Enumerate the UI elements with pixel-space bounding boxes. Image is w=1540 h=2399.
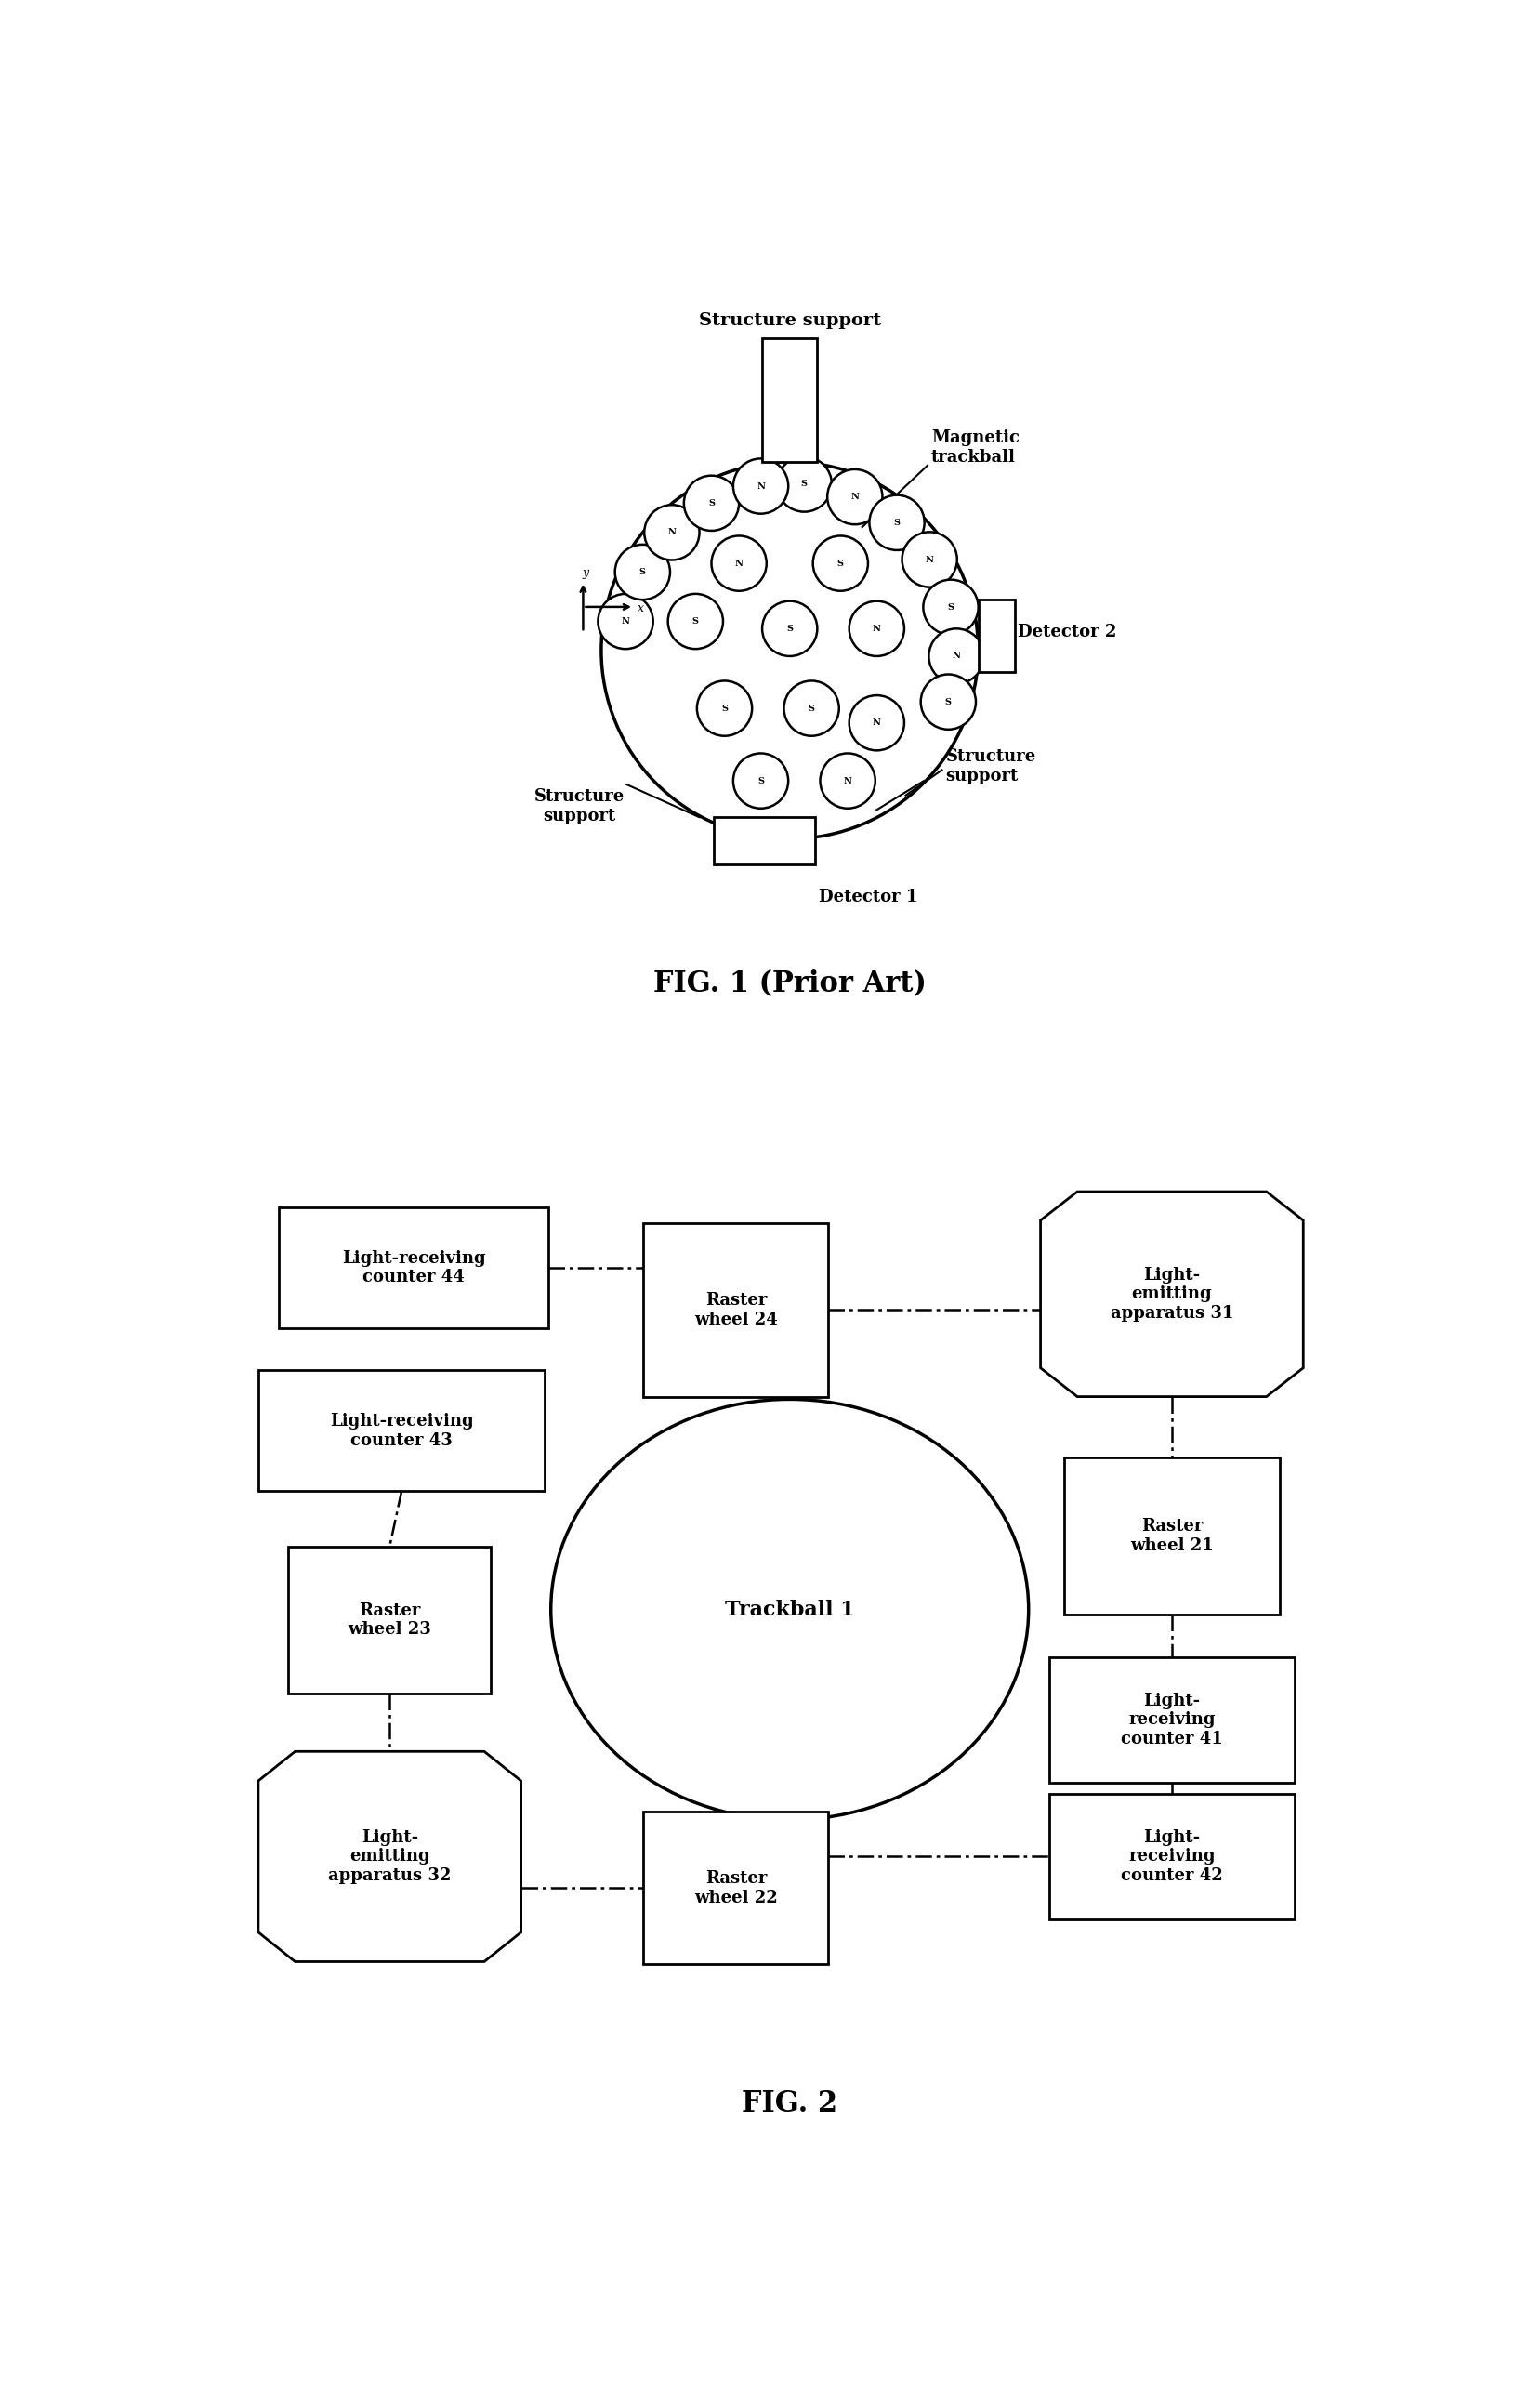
Text: Light-
receiving
counter 42: Light- receiving counter 42 <box>1120 1828 1223 1883</box>
Text: S: S <box>721 705 727 713</box>
Text: Detector 1: Detector 1 <box>818 888 916 904</box>
Circle shape <box>644 504 699 559</box>
Text: S: S <box>708 499 715 506</box>
Circle shape <box>869 494 924 549</box>
Circle shape <box>762 602 816 657</box>
Polygon shape <box>259 1751 521 1962</box>
Circle shape <box>921 674 975 729</box>
Circle shape <box>929 629 984 684</box>
Text: N: N <box>842 777 852 784</box>
Bar <box>259 1370 545 1492</box>
Bar <box>1064 1456 1278 1615</box>
Text: Light-
emitting
apparatus 32: Light- emitting apparatus 32 <box>328 1828 451 1883</box>
Circle shape <box>922 581 978 636</box>
Circle shape <box>733 753 788 808</box>
Circle shape <box>614 545 670 600</box>
Text: N: N <box>872 624 881 633</box>
Text: S: S <box>809 705 815 713</box>
Circle shape <box>667 595 722 648</box>
Circle shape <box>696 681 752 736</box>
Bar <box>644 1223 829 1396</box>
Text: S: S <box>836 559 844 569</box>
Text: S: S <box>639 569 645 576</box>
Text: S: S <box>801 480 807 489</box>
Text: Light-
receiving
counter 41: Light- receiving counter 41 <box>1120 1691 1223 1746</box>
Circle shape <box>849 602 904 657</box>
Text: N: N <box>926 554 933 564</box>
Text: Light-
emitting
apparatus 31: Light- emitting apparatus 31 <box>1110 1267 1232 1322</box>
Bar <box>279 1207 548 1329</box>
Bar <box>762 338 816 463</box>
Text: S: S <box>785 624 793 633</box>
Text: Light-receiving
counter 44: Light-receiving counter 44 <box>342 1250 485 1286</box>
Text: S: S <box>691 617 698 626</box>
Bar <box>1049 1658 1294 1782</box>
Text: FIG. 2: FIG. 2 <box>741 2090 838 2118</box>
Circle shape <box>813 535 867 590</box>
Text: Raster
wheel 21: Raster wheel 21 <box>1129 1519 1214 1555</box>
Polygon shape <box>1040 1192 1303 1396</box>
Text: S: S <box>893 518 899 528</box>
Bar <box>713 818 815 864</box>
Text: Structure
support: Structure support <box>946 748 1035 784</box>
Circle shape <box>598 595 653 650</box>
Text: S: S <box>947 602 953 612</box>
Circle shape <box>776 456 832 511</box>
Text: Structure
support: Structure support <box>534 789 624 825</box>
Text: S: S <box>758 777 764 784</box>
Bar <box>978 600 1013 672</box>
Text: N: N <box>667 528 676 537</box>
Circle shape <box>819 753 875 808</box>
Text: N: N <box>952 653 959 660</box>
Text: N: N <box>756 482 764 489</box>
Text: N: N <box>735 559 742 569</box>
Text: Magnetic
trackball: Magnetic trackball <box>930 429 1019 465</box>
Circle shape <box>733 458 788 513</box>
Text: N: N <box>621 617 630 626</box>
Text: N: N <box>872 720 881 727</box>
Bar <box>1049 1794 1294 1919</box>
Text: Raster
wheel 22: Raster wheel 22 <box>695 1871 778 1907</box>
Text: S: S <box>944 698 952 705</box>
Circle shape <box>601 463 978 840</box>
Circle shape <box>827 470 882 525</box>
Text: Trackball 1: Trackball 1 <box>724 1600 855 1619</box>
Text: Structure support: Structure support <box>698 312 881 329</box>
Text: Light-receiving
counter 43: Light-receiving counter 43 <box>330 1413 473 1449</box>
Text: Raster
wheel 24: Raster wheel 24 <box>695 1293 778 1329</box>
Circle shape <box>784 681 838 736</box>
Text: FIG. 1 (Prior Art): FIG. 1 (Prior Art) <box>653 969 926 998</box>
Bar <box>644 1811 829 1965</box>
Text: N: N <box>850 492 858 501</box>
Circle shape <box>684 475 739 530</box>
Bar <box>288 1547 491 1694</box>
Text: y: y <box>582 566 588 578</box>
Circle shape <box>849 696 904 751</box>
Circle shape <box>901 533 956 588</box>
Text: x: x <box>638 602 644 614</box>
Text: Raster
wheel 23: Raster wheel 23 <box>348 1603 431 1639</box>
Text: Detector 2: Detector 2 <box>1018 624 1116 641</box>
Circle shape <box>711 535 765 590</box>
